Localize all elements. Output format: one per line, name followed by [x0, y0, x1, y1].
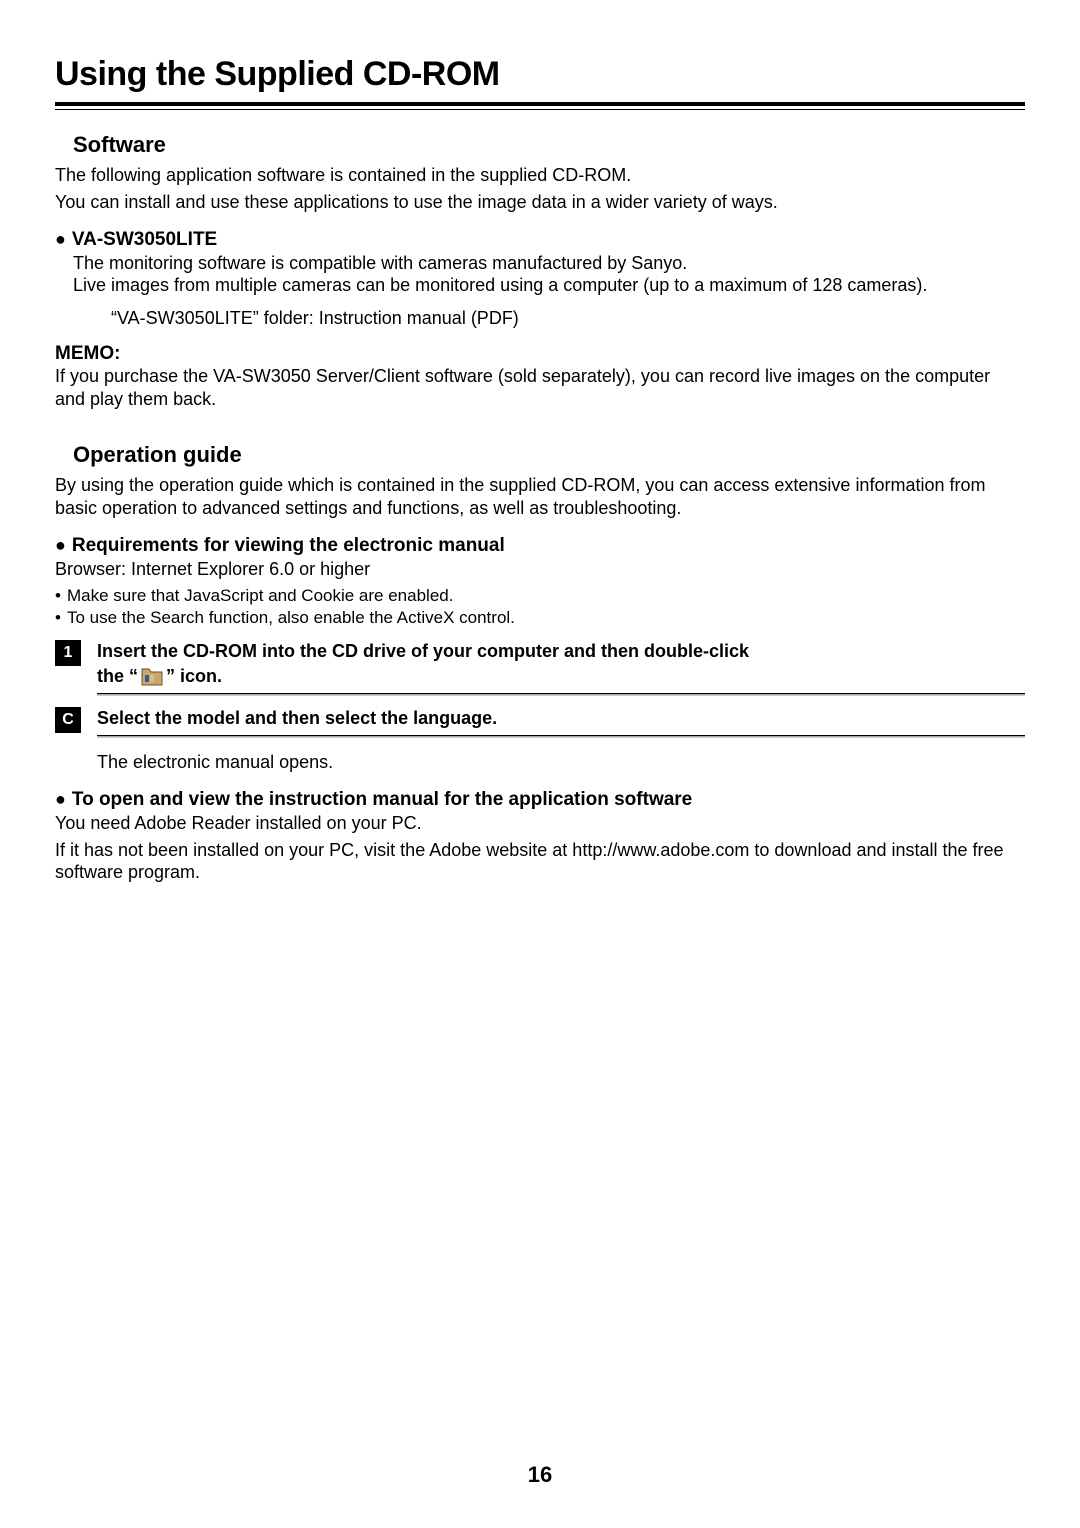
software-intro-1: The following application software is co…: [55, 164, 1025, 187]
step-divider: [97, 735, 1025, 738]
software-desc-2: Live images from multiple cameras can be…: [73, 274, 1025, 297]
software-intro-2: You can install and use these applicatio…: [55, 191, 1025, 214]
step-1-marker: 1: [55, 640, 81, 666]
step-c-text: Select the model and then select the lan…: [97, 706, 1025, 731]
software-product-name: VA-SW3050LITE: [72, 229, 217, 252]
dot-icon: •: [55, 585, 61, 607]
software-product-row: ● VA-SW3050LITE: [55, 229, 1025, 252]
software-folder-note: “VA-SW3050LITE” folder: Instruction manu…: [111, 307, 1025, 330]
step-c: C Select the model and then select the l…: [55, 706, 1025, 738]
guide-intro: By using the operation guide which is co…: [55, 474, 1025, 519]
requirements-row: ● Requirements for viewing the electroni…: [55, 535, 1025, 558]
memo-text: If you purchase the VA-SW3050 Server/Cli…: [55, 365, 1025, 410]
browser-line: Browser: Internet Explorer 6.0 or higher: [55, 558, 1025, 581]
page-title: Using the Supplied CD-ROM: [55, 55, 1025, 94]
bullet-icon: ●: [55, 229, 66, 251]
open-line-2: If it has not been installed on your PC,…: [55, 839, 1025, 884]
req-bullet-2: • To use the Search function, also enabl…: [55, 607, 1025, 629]
open-manual-heading: To open and view the instruction manual …: [72, 789, 692, 812]
step-1-text-a: Insert the CD-ROM into the CD drive of y…: [97, 641, 749, 661]
step-c-result: The electronic manual opens.: [97, 752, 1025, 773]
title-divider: [55, 102, 1025, 110]
folder-icon: [141, 668, 163, 686]
step-1-text-b-pre: the “: [97, 666, 138, 686]
step-c-marker: C: [55, 707, 81, 733]
software-heading: Software: [73, 132, 1025, 158]
step-1: 1 Insert the CD-ROM into the CD drive of…: [55, 639, 1025, 696]
open-line-1: You need Adobe Reader installed on your …: [55, 812, 1025, 835]
bullet-icon: ●: [55, 789, 66, 811]
requirements-heading: Requirements for viewing the electronic …: [72, 535, 505, 558]
req-bullet-1: • Make sure that JavaScript and Cookie a…: [55, 585, 1025, 607]
step-divider: [97, 693, 1025, 696]
memo-label: MEMO:: [55, 343, 1025, 365]
page-number: 16: [0, 1462, 1080, 1488]
open-manual-row: ● To open and view the instruction manua…: [55, 789, 1025, 812]
req-bullet-2-text: To use the Search function, also enable …: [67, 607, 515, 629]
bullet-icon: ●: [55, 535, 66, 557]
step-1-text-b-post: ” icon.: [166, 666, 222, 686]
operation-guide-heading: Operation guide: [73, 442, 1025, 468]
software-desc-1: The monitoring software is compatible wi…: [73, 252, 1025, 275]
step-1-text: Insert the CD-ROM into the CD drive of y…: [97, 639, 1025, 689]
req-bullet-1-text: Make sure that JavaScript and Cookie are…: [67, 585, 454, 607]
dot-icon: •: [55, 607, 61, 629]
